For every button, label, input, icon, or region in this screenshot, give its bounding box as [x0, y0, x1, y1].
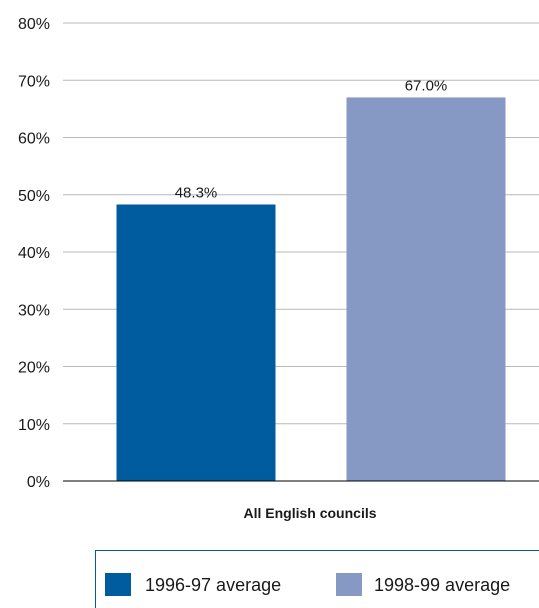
data-labels: 48.3% 67.0%	[175, 77, 448, 201]
bars	[116, 97, 506, 482]
y-tick-label: 50%	[18, 188, 50, 205]
bar	[346, 97, 506, 482]
category-label: All English councils	[243, 505, 376, 521]
y-tick-label: 0%	[27, 474, 50, 491]
y-tick-label: 40%	[18, 245, 50, 262]
bar-value-label: 48.3%	[175, 184, 218, 201]
y-tick-label: 70%	[18, 73, 50, 90]
y-tick-label: 30%	[18, 302, 50, 319]
legend-swatch-1998-99	[336, 573, 362, 596]
legend-label-1996-97: 1996-97 average	[145, 575, 281, 595]
legend-swatch-1996-97	[105, 573, 131, 596]
legend-box	[95, 550, 539, 608]
legend: 1996-97 average 1998-99 average	[95, 550, 539, 608]
y-tick-label: 60%	[18, 131, 50, 148]
bar	[116, 204, 276, 482]
y-tick-label: 20%	[18, 360, 50, 377]
legend-label-1998-99: 1998-99 average	[374, 575, 510, 595]
y-axis-ticks: 0% 10% 20% 30% 40% 50% 60% 70% 80%	[18, 16, 50, 491]
y-tick-label: 10%	[18, 417, 50, 434]
y-tick-label: 80%	[18, 16, 50, 33]
bar-value-label: 67.0%	[405, 77, 448, 94]
